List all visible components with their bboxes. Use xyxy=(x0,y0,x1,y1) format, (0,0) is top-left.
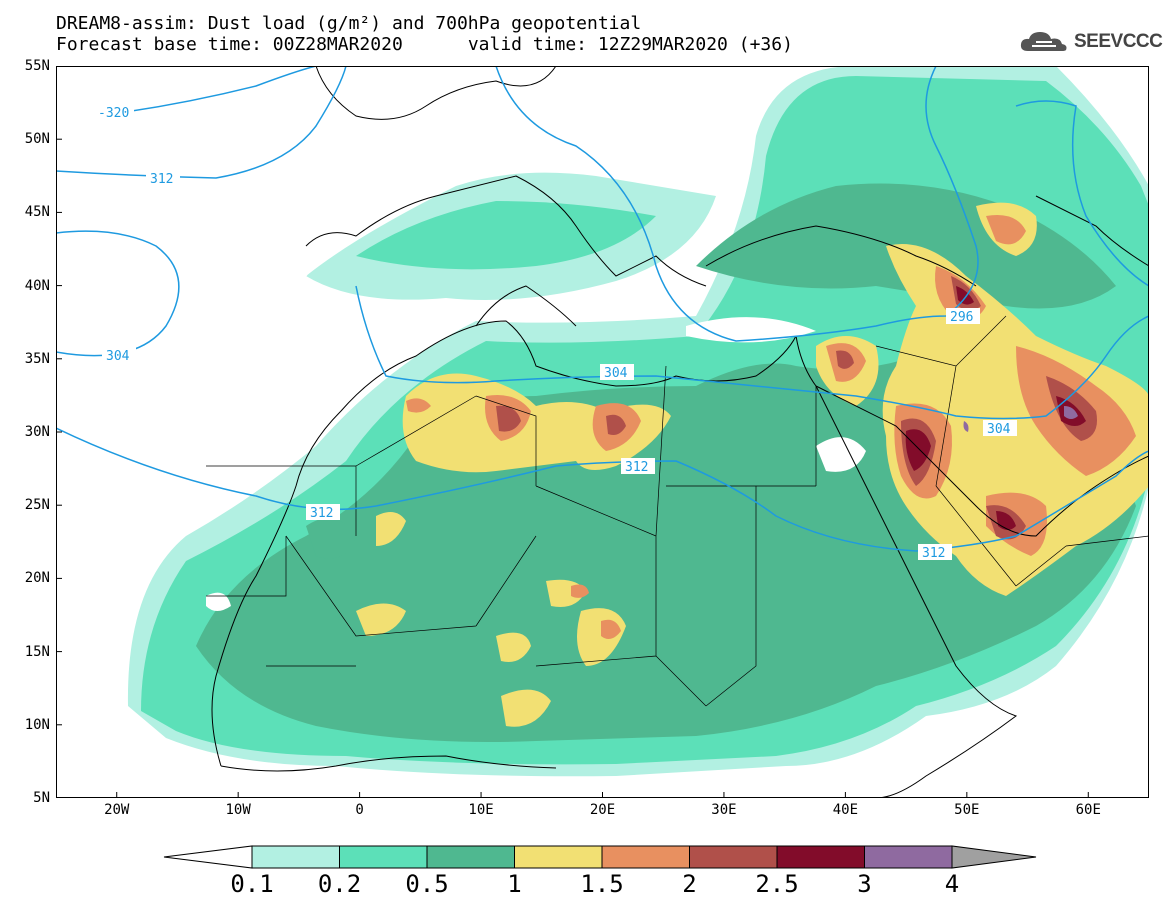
lat-label: 35N xyxy=(24,350,50,367)
contour-minus320 xyxy=(95,66,317,117)
contour-label: 312 xyxy=(918,544,952,561)
lon-label: 50E xyxy=(954,802,980,818)
contour-312-north xyxy=(56,66,347,179)
colorbar-swatch xyxy=(864,845,953,869)
colorbar-over-triangle xyxy=(951,845,1037,869)
lon-label: 10E xyxy=(468,802,494,818)
dust-map: -320 312 304 304 312 312 296 304 312 xyxy=(56,66,1149,798)
lat-label: 25N xyxy=(24,497,50,514)
colorbar-label: 0.1 xyxy=(230,870,274,898)
contour-304-east xyxy=(1015,100,1149,287)
clear-areas xyxy=(56,66,866,611)
map-frame xyxy=(56,66,1149,798)
svg-text:304: 304 xyxy=(106,349,130,364)
seevccc-logo: SEEVCCC xyxy=(1018,28,1163,56)
colorbar-swatch xyxy=(251,845,340,869)
contour-label: -320 xyxy=(94,104,134,121)
lat-label: 5N xyxy=(33,790,50,806)
lat-label: 45N xyxy=(24,204,50,221)
svg-text:304: 304 xyxy=(987,422,1011,437)
lat-label: 55N xyxy=(24,58,50,74)
lon-label: 20E xyxy=(589,802,616,818)
colorbar-label: 1.5 xyxy=(580,870,624,898)
lat-label: 30N xyxy=(24,424,50,440)
lat-label: 10N xyxy=(24,716,50,733)
contour-label: 312 xyxy=(306,504,340,521)
contour-296 xyxy=(495,66,979,342)
svg-text:296: 296 xyxy=(950,310,973,325)
base-time: Forecast base time: 00Z28MAR2020 xyxy=(56,34,403,55)
colorbar-swatch xyxy=(689,845,778,869)
colorbar-label: 0.5 xyxy=(405,870,449,898)
lon-label: 40E xyxy=(832,802,859,818)
colorbar xyxy=(163,845,1037,869)
map-title: DREAM8-assim: Dust load (g/m²) and 700hP… xyxy=(56,13,642,34)
svg-text:304: 304 xyxy=(604,366,628,381)
svg-text:312: 312 xyxy=(150,172,173,187)
logo-text: SEEVCCC xyxy=(1074,31,1163,52)
lon-label: 60E xyxy=(1075,802,1101,818)
colorbar-label: 2 xyxy=(682,870,697,898)
lat-label: 50N xyxy=(24,131,50,148)
svg-text:312: 312 xyxy=(922,546,945,561)
lat-label: 40N xyxy=(24,277,50,294)
contour-304-mid xyxy=(355,285,1149,420)
svg-text:312: 312 xyxy=(625,460,648,475)
lon-label: 30E xyxy=(711,802,737,818)
lat-label: 20N xyxy=(24,570,50,587)
geopotential-contours xyxy=(56,66,1149,552)
dust-level-3 xyxy=(963,406,1078,432)
colorbar-swatch xyxy=(339,845,428,869)
colorbar-swatch xyxy=(426,845,515,869)
lat-label: 15N xyxy=(24,643,50,660)
colorbar-swatch xyxy=(514,845,603,869)
coastlines xyxy=(211,66,1149,798)
contour-label: 312 xyxy=(621,458,655,475)
colorbar-swatch xyxy=(601,845,690,869)
contour-label: 312 xyxy=(146,170,180,187)
colorbar-label: 1 xyxy=(507,870,522,898)
contour-label: 304 xyxy=(600,364,634,381)
map-subtitle: Forecast base time: 00Z28MAR2020 valid t… xyxy=(56,35,793,55)
lon-label: 0 xyxy=(355,802,364,818)
contour-label: 304 xyxy=(983,420,1017,437)
colorbar-label: 3 xyxy=(857,870,872,898)
colorbar-label: 0.2 xyxy=(317,870,362,898)
svg-text:-320: -320 xyxy=(98,106,129,121)
contour-label: 296 xyxy=(946,308,980,325)
lon-label: 20W xyxy=(104,802,130,818)
colorbar-under-triangle xyxy=(163,845,253,869)
svg-text:312: 312 xyxy=(310,506,333,521)
contour-labels: -320 312 304 304 312 312 296 304 312 xyxy=(94,104,1017,561)
colorbar-label: 2.5 xyxy=(755,870,799,898)
colorbar-label: 4 xyxy=(944,870,960,898)
valid-time: valid time: 12Z29MAR2020 (+36) xyxy=(467,34,793,55)
colorbar-swatch xyxy=(776,845,865,869)
cloud-icon xyxy=(1020,32,1067,51)
contour-312-south xyxy=(56,427,1149,552)
lon-label: 10W xyxy=(225,802,251,818)
country-borders xyxy=(206,315,1149,707)
contour-label: 304 xyxy=(102,347,136,364)
